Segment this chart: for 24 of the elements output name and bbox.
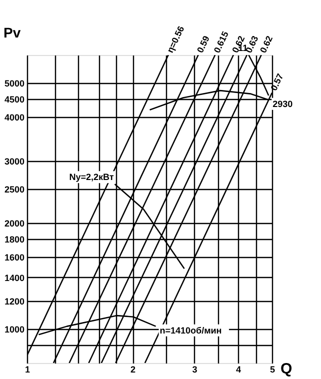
y-tick-label: 3000 <box>4 156 24 166</box>
text: 0.59 <box>194 34 212 54</box>
y-tick-label: 2000 <box>4 218 24 228</box>
x-tick-label: 4 <box>236 364 242 374</box>
x-tick-label: 2 <box>130 364 136 374</box>
y-tick-label: 4500 <box>4 94 24 104</box>
x-tick-label: 5 <box>270 364 276 374</box>
series-label: Ny=2,2кВт <box>69 172 114 182</box>
x-tick-label: 3 <box>192 364 198 374</box>
y-axis-title: Pv <box>4 24 21 40</box>
x-tick-label: 1 <box>24 364 30 374</box>
y-tick-label: 5000 <box>4 78 24 88</box>
series-label: 2930 <box>272 98 293 109</box>
y-tick-label: 4000 <box>4 112 24 122</box>
series-label: n=1410об/мин <box>160 325 222 336</box>
text: 0.615 <box>212 30 231 54</box>
y-tick-label: 1400 <box>4 272 24 283</box>
y-tick-label: 1000 <box>4 324 24 334</box>
x-axis-title: Q <box>280 360 292 378</box>
y-tick-label: 1600 <box>4 252 24 263</box>
text: 0.62 <box>258 34 275 54</box>
y-tick-label: 1800 <box>4 234 24 245</box>
y-tick-label: 1200 <box>4 296 24 307</box>
y-tick-label: 2500 <box>4 184 24 194</box>
